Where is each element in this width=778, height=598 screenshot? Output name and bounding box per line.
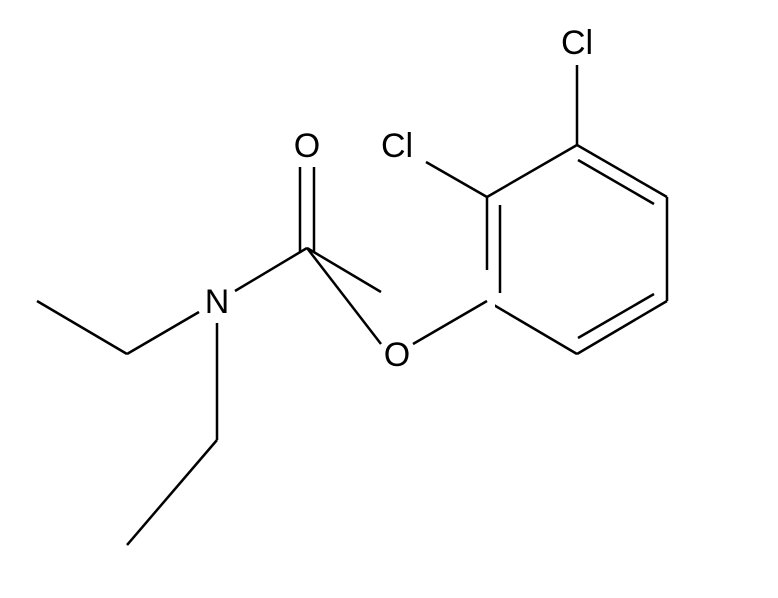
label-o-double: O (294, 127, 320, 165)
label-cl1: Cl (381, 127, 413, 165)
label-cl2: Cl (561, 24, 593, 62)
bond-n-c5 (235, 248, 307, 291)
bond-ar2-cl1 (426, 162, 487, 197)
chemical-structure: N O O Cl Cl (0, 0, 778, 598)
bond-c2-n (127, 312, 199, 354)
bond-ar5-ar6 (577, 301, 667, 354)
bond-c5-o2-fix (307, 248, 381, 344)
bond-ar3-ar4 (577, 145, 667, 197)
bond-c3-c4 (127, 440, 217, 545)
bond-ar2-ar3 (487, 145, 577, 197)
label-n: N (205, 283, 230, 321)
bond-c1-c2 (37, 301, 127, 354)
bond-c5-o2 (307, 248, 381, 292)
bond-ar6-ar1 (487, 301, 577, 354)
label-o-ether: O (384, 336, 410, 374)
